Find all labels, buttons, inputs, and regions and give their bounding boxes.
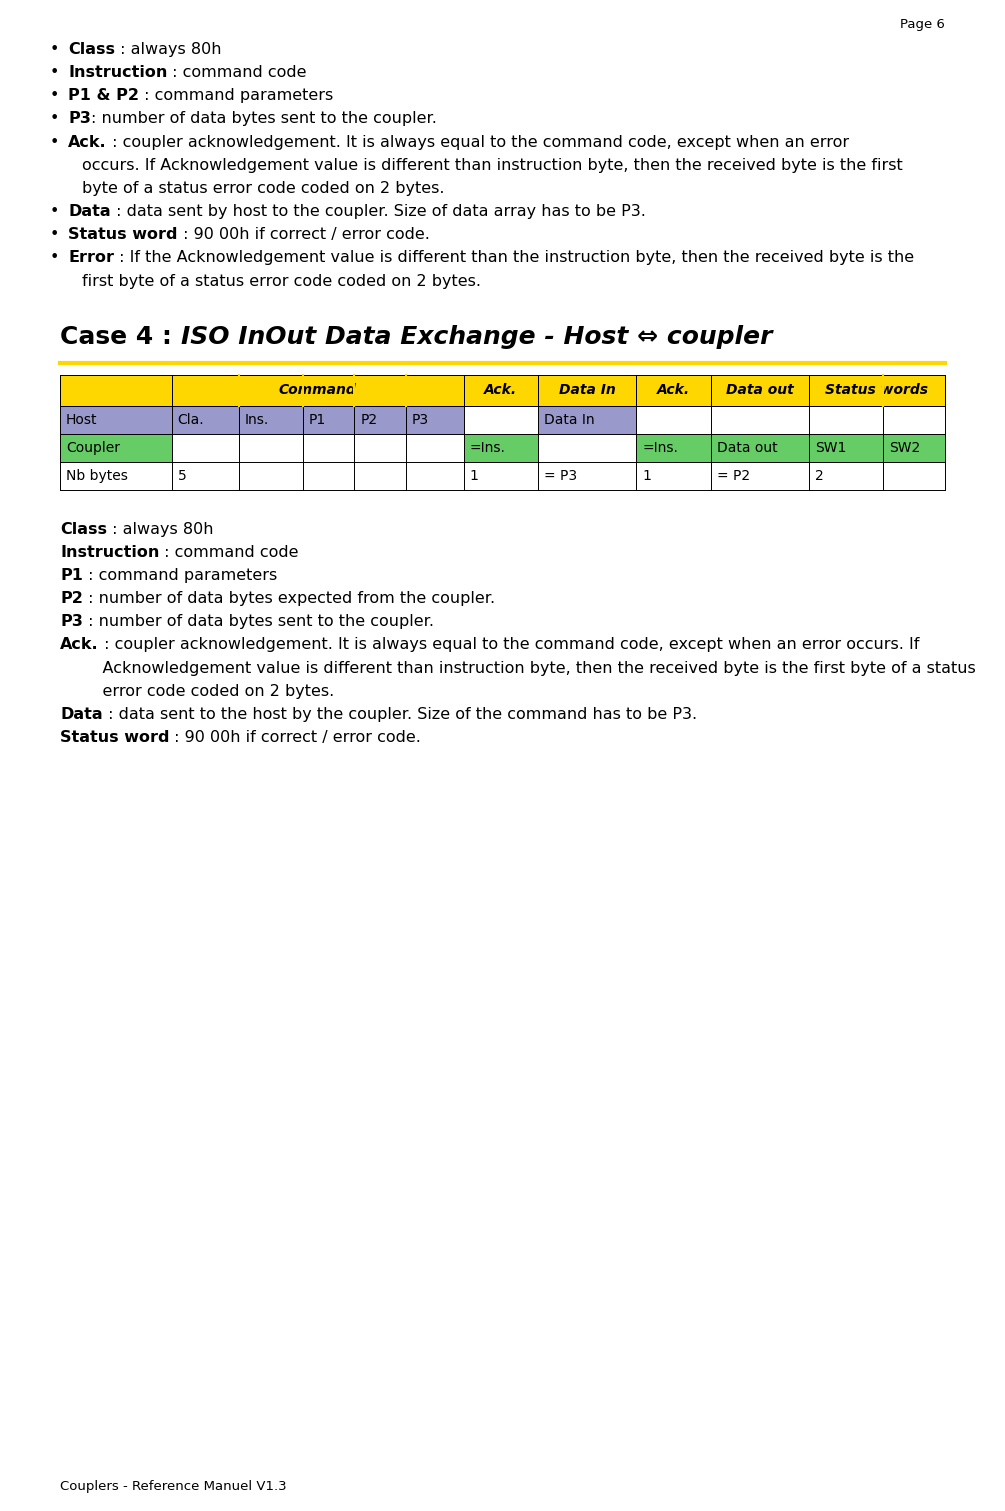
Text: : If the Acknowledgement value is different than the instruction byte, then the : : If the Acknowledgement value is differ… xyxy=(114,251,915,266)
Text: error code coded on 2 bytes.: error code coded on 2 bytes. xyxy=(82,683,335,698)
Text: Ack.: Ack. xyxy=(657,384,690,397)
Text: •: • xyxy=(50,134,59,150)
Bar xyxy=(463,434,538,461)
Text: : coupler acknowledgement. It is always equal to the command code, except when a: : coupler acknowledgement. It is always … xyxy=(107,134,849,150)
Text: =Ins.: =Ins. xyxy=(642,441,678,455)
Bar xyxy=(60,405,172,434)
Text: Command: Command xyxy=(278,384,357,397)
Bar xyxy=(172,405,463,434)
Text: : 90 00h if correct / error code.: : 90 00h if correct / error code. xyxy=(170,730,421,745)
Text: : coupler acknowledgement. It is always equal to the command code, except when a: : coupler acknowledgement. It is always … xyxy=(98,638,919,653)
Text: •: • xyxy=(50,42,59,57)
Text: Acknowledgement value is different than instruction byte, then the received byte: Acknowledgement value is different than … xyxy=(82,660,976,675)
Text: : number of data bytes expected from the coupler.: : number of data bytes expected from the… xyxy=(82,591,495,606)
Text: : number of data bytes sent to the coupler.: : number of data bytes sent to the coupl… xyxy=(82,613,434,629)
Text: Host: Host xyxy=(66,413,97,426)
Text: Data out: Data out xyxy=(717,441,777,455)
Text: P1: P1 xyxy=(60,568,82,583)
Text: occurs. If Acknowledgement value is different than instruction byte, then the re: occurs. If Acknowledgement value is diff… xyxy=(82,157,902,172)
Text: •: • xyxy=(50,88,59,103)
Text: Instruction: Instruction xyxy=(60,544,160,559)
Bar xyxy=(883,434,945,461)
Bar xyxy=(60,434,172,461)
Text: : always 80h: : always 80h xyxy=(115,42,221,57)
Text: Class: Class xyxy=(60,521,107,536)
Text: : command parameters: : command parameters xyxy=(139,88,334,103)
Text: =Ins.: =Ins. xyxy=(469,441,506,455)
Text: P1 & P2: P1 & P2 xyxy=(68,88,139,103)
Text: •: • xyxy=(50,112,59,127)
Text: Ack.: Ack. xyxy=(60,638,98,653)
Text: 2: 2 xyxy=(815,468,823,482)
Text: : data sent by host to the coupler. Size of data array has to be P3.: : data sent by host to the coupler. Size… xyxy=(111,204,645,219)
Text: Case 4 :: Case 4 : xyxy=(60,325,181,349)
Text: = P3: = P3 xyxy=(544,468,577,482)
Text: Instruction: Instruction xyxy=(68,65,168,80)
Text: Page 6: Page 6 xyxy=(900,18,945,32)
Text: : number of data bytes sent to the coupler.: : number of data bytes sent to the coupl… xyxy=(90,112,437,127)
Text: Class: Class xyxy=(68,42,115,57)
Text: : data sent to the host by the coupler. Size of the command has to be P3.: : data sent to the host by the coupler. … xyxy=(103,707,696,722)
Text: SW1: SW1 xyxy=(815,441,846,455)
Text: SW2: SW2 xyxy=(889,441,921,455)
Text: P3: P3 xyxy=(412,413,429,426)
Text: Coupler: Coupler xyxy=(66,441,120,455)
Text: : always 80h: : always 80h xyxy=(107,521,213,536)
Text: P2: P2 xyxy=(361,413,378,426)
Text: byte of a status error code coded on 2 bytes.: byte of a status error code coded on 2 b… xyxy=(82,181,444,196)
Text: Error: Error xyxy=(68,251,114,266)
Bar xyxy=(809,434,883,461)
Text: Data: Data xyxy=(68,204,111,219)
Text: P2: P2 xyxy=(60,591,82,606)
Text: Data: Data xyxy=(60,707,103,722)
Text: 5: 5 xyxy=(178,468,186,482)
Text: •: • xyxy=(50,204,59,219)
Text: Ins.: Ins. xyxy=(244,413,269,426)
Text: P3: P3 xyxy=(68,112,90,127)
Text: Ack.: Ack. xyxy=(68,134,107,150)
Bar xyxy=(60,375,945,405)
Bar xyxy=(538,405,636,434)
Text: : command code: : command code xyxy=(160,544,298,559)
Text: 1: 1 xyxy=(642,468,651,482)
Text: : 90 00h if correct / error code.: : 90 00h if correct / error code. xyxy=(178,227,429,242)
Text: 1: 1 xyxy=(469,468,478,482)
Text: •: • xyxy=(50,251,59,266)
Text: Status word: Status word xyxy=(68,227,178,242)
Text: •: • xyxy=(50,65,59,80)
Text: : command parameters: : command parameters xyxy=(82,568,277,583)
Text: Couplers - Reference Manuel V1.3: Couplers - Reference Manuel V1.3 xyxy=(60,1479,286,1493)
Bar xyxy=(636,434,711,461)
Text: = P2: = P2 xyxy=(717,468,750,482)
Text: Cla.: Cla. xyxy=(178,413,204,426)
Text: first byte of a status error code coded on 2 bytes.: first byte of a status error code coded … xyxy=(82,273,481,289)
Text: ISO InOut Data Exchange - Host ⇔ coupler: ISO InOut Data Exchange - Host ⇔ coupler xyxy=(181,325,772,349)
Text: Nb bytes: Nb bytes xyxy=(66,468,128,482)
Text: P3: P3 xyxy=(60,613,82,629)
Text: P1: P1 xyxy=(309,413,326,426)
Text: Ack.: Ack. xyxy=(484,384,518,397)
Bar xyxy=(711,434,809,461)
Text: Data out: Data out xyxy=(726,384,794,397)
Text: Data In: Data In xyxy=(544,413,595,426)
Text: •: • xyxy=(50,227,59,242)
Text: Data In: Data In xyxy=(559,384,615,397)
Text: : command code: : command code xyxy=(168,65,307,80)
Text: Status words: Status words xyxy=(825,384,929,397)
Text: Status word: Status word xyxy=(60,730,170,745)
